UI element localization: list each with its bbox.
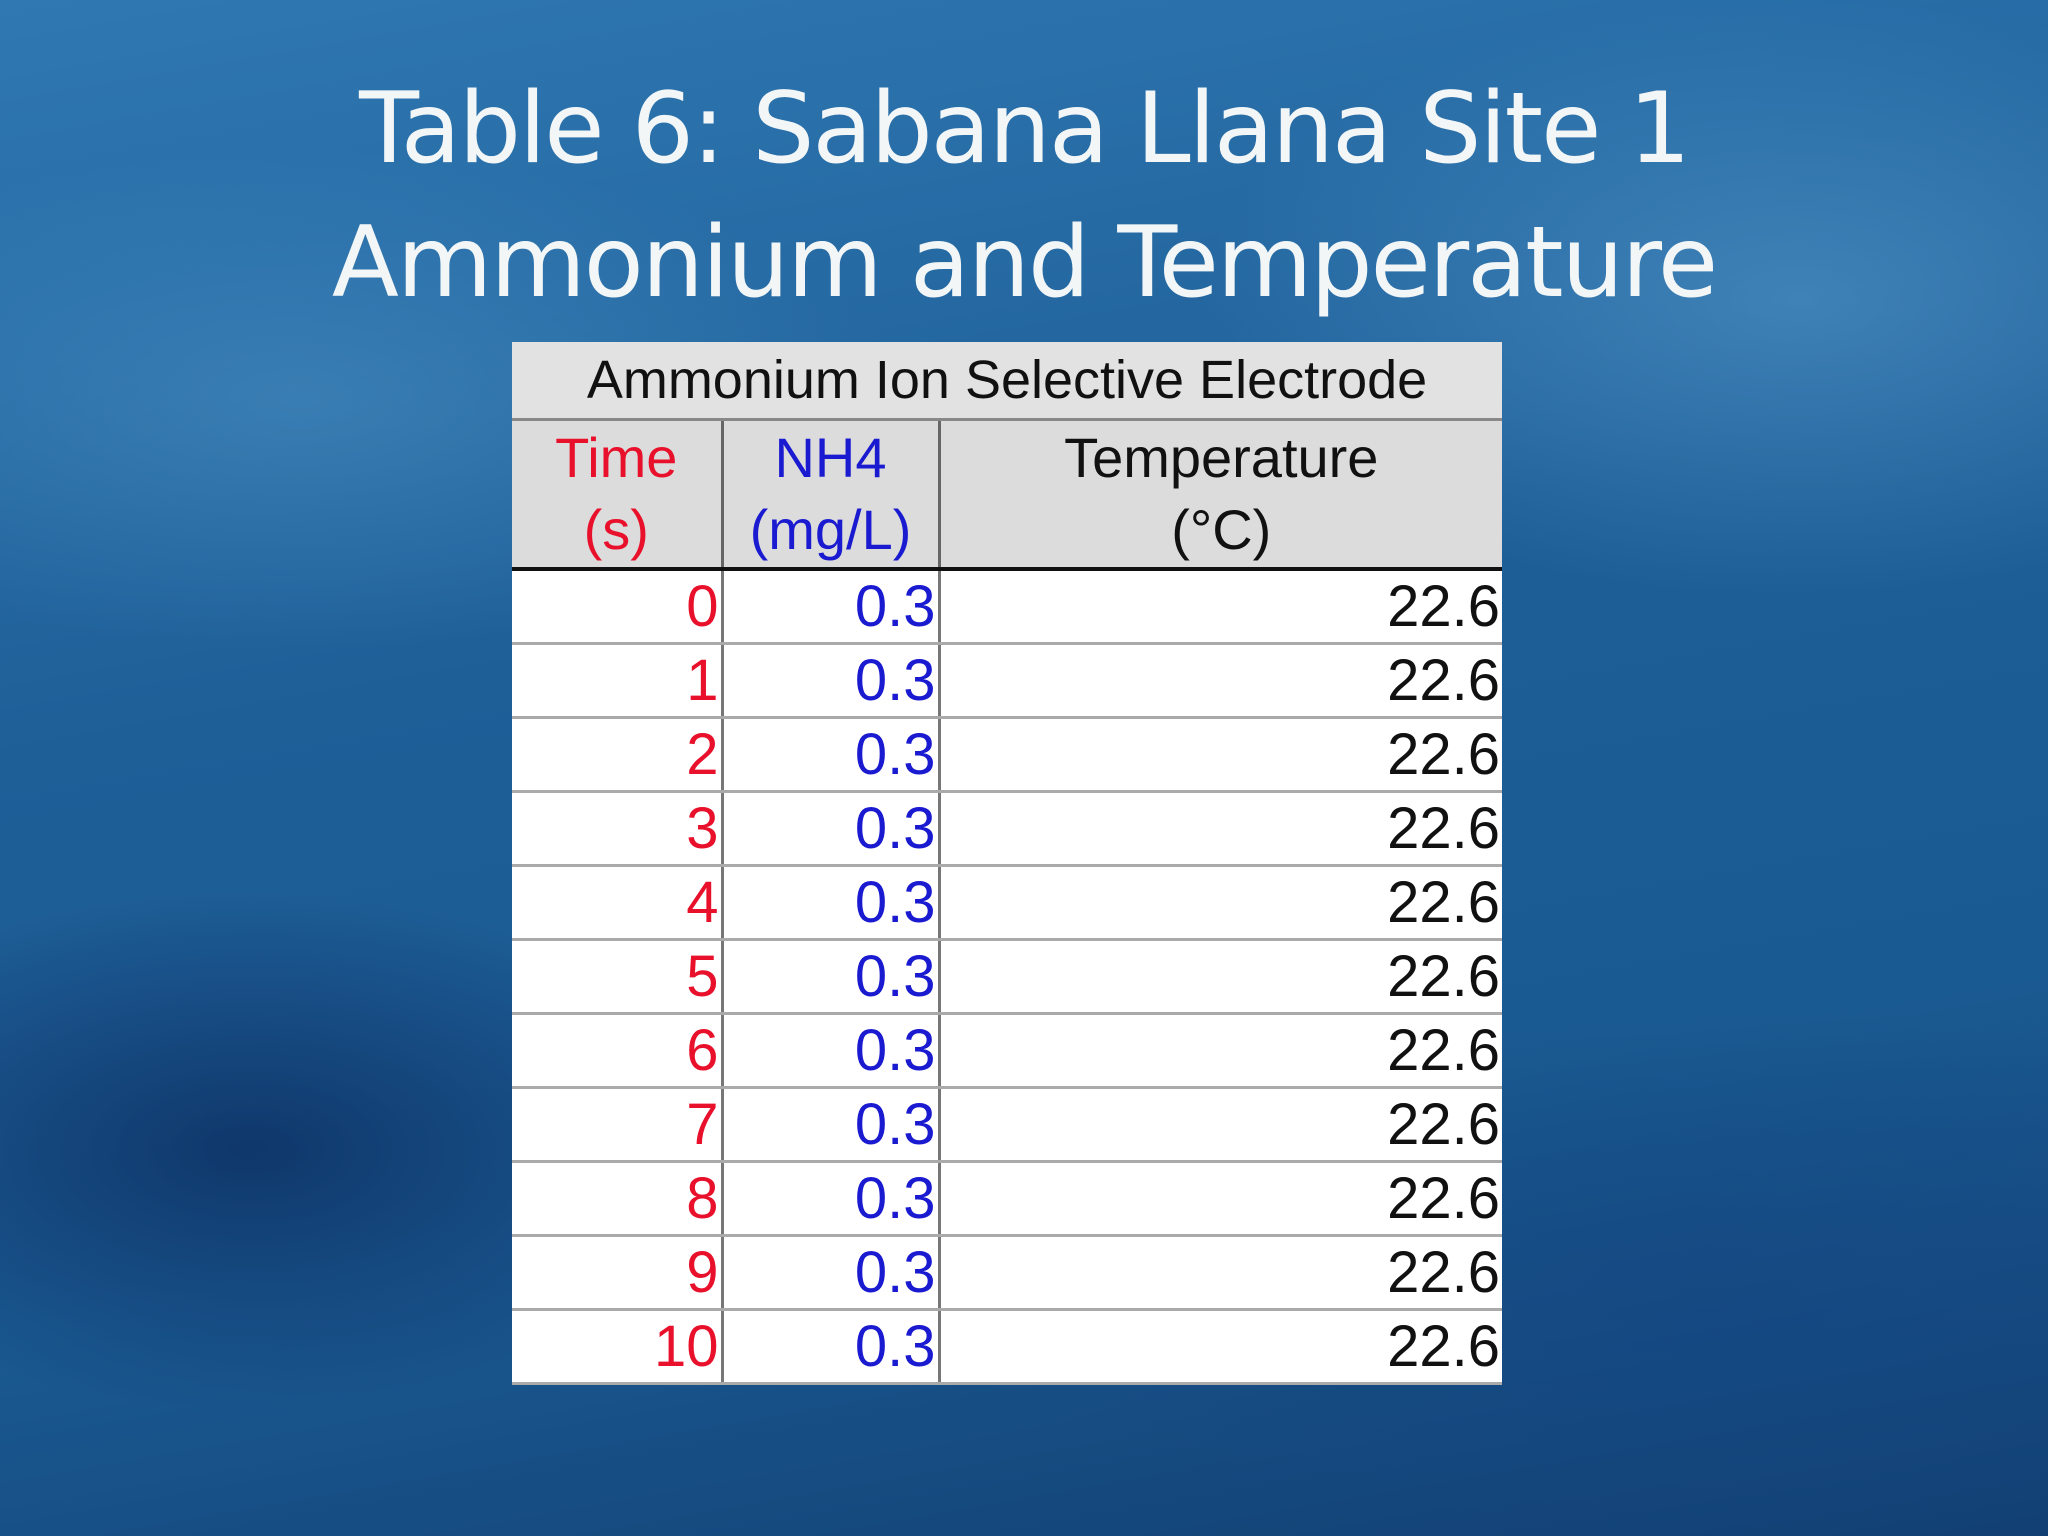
table-row: 2 0.3 22.6 bbox=[512, 717, 1503, 793]
title-line: Ammonium and Temperature bbox=[331, 206, 1718, 320]
header-line: (s) bbox=[583, 498, 649, 561]
table-row: 8 0.3 22.6 bbox=[512, 1161, 1503, 1237]
table-row: 0 0.3 22.6 bbox=[512, 569, 1503, 645]
column-header: NH4 (mg/L) bbox=[722, 419, 941, 571]
slide-title: Table 6: Sabana Llana Site 1 Ammonium an… bbox=[0, 62, 2048, 330]
table-cell: 0.3 bbox=[722, 791, 941, 867]
table-cell: 0.3 bbox=[722, 717, 941, 793]
table-cell: 22.6 bbox=[939, 717, 1503, 793]
table-cell: 22.6 bbox=[939, 1087, 1503, 1163]
table-cell: 4 bbox=[512, 865, 724, 941]
table-cell: 0.3 bbox=[722, 569, 941, 645]
header-line: Temperature bbox=[1064, 426, 1379, 489]
table-row: 1 0.3 22.6 bbox=[512, 643, 1503, 719]
table-cell: 0.3 bbox=[722, 1013, 941, 1089]
table-row: 5 0.3 22.6 bbox=[512, 939, 1503, 1015]
table-row: 4 0.3 22.6 bbox=[512, 865, 1503, 941]
table-cell: 5 bbox=[512, 939, 724, 1015]
table-cell: 22.6 bbox=[939, 1235, 1503, 1311]
table-cell: 22.6 bbox=[939, 939, 1503, 1015]
table: Ammonium Ion Selective Electrode Time (s)… bbox=[512, 342, 1503, 1385]
table-cell: 0.3 bbox=[722, 1235, 941, 1311]
table-cell: 0.3 bbox=[722, 1161, 941, 1237]
header-line: (°C) bbox=[1171, 498, 1272, 561]
table-cell: 6 bbox=[512, 1013, 724, 1089]
title-line: Table 6: Sabana Llana Site 1 bbox=[359, 72, 1691, 186]
table-cell: 0 bbox=[512, 569, 724, 645]
table-cell: 22.6 bbox=[939, 643, 1503, 719]
table-cell: 10 bbox=[512, 1309, 724, 1385]
header-row: Time (s) NH4 (mg/L) Temperature (°C) bbox=[512, 419, 1503, 571]
table-cell: 0.3 bbox=[722, 865, 941, 941]
table-cell: 22.6 bbox=[939, 1309, 1503, 1385]
column-header: Temperature (°C) bbox=[939, 419, 1503, 571]
header-line: Time bbox=[555, 426, 678, 489]
table-cell: 22.6 bbox=[939, 569, 1503, 645]
table-row: 7 0.3 22.6 bbox=[512, 1087, 1503, 1163]
column-header: Time (s) bbox=[512, 419, 724, 571]
table-cell: 9 bbox=[512, 1235, 724, 1311]
table-row: 9 0.3 22.6 bbox=[512, 1235, 1503, 1311]
table-cell: 0.3 bbox=[722, 939, 941, 1015]
data-table: Ammonium Ion Selective Electrode Time (s)… bbox=[512, 342, 1503, 1385]
table-cell: 0.3 bbox=[722, 1309, 941, 1385]
table-cell: 1 bbox=[512, 643, 724, 719]
table-cell: 2 bbox=[512, 717, 724, 793]
table-row: 10 0.3 22.6 bbox=[512, 1309, 1503, 1385]
table-cell: 7 bbox=[512, 1087, 724, 1163]
header-line: (mg/L) bbox=[749, 498, 912, 561]
table-cell: 0.3 bbox=[722, 643, 941, 719]
table-cell: 22.6 bbox=[939, 865, 1503, 941]
table-cell: 8 bbox=[512, 1161, 724, 1237]
table-caption: Ammonium Ion Selective Electrode bbox=[512, 342, 1503, 421]
table-row: 6 0.3 22.6 bbox=[512, 1013, 1503, 1089]
table-cell: 3 bbox=[512, 791, 724, 867]
table-cell: 0.3 bbox=[722, 1087, 941, 1163]
table-cell: 22.6 bbox=[939, 791, 1503, 867]
table-cell: 22.6 bbox=[939, 1161, 1503, 1237]
header-line: NH4 bbox=[774, 426, 887, 489]
table-cell: 22.6 bbox=[939, 1013, 1503, 1089]
table-row: 3 0.3 22.6 bbox=[512, 791, 1503, 867]
